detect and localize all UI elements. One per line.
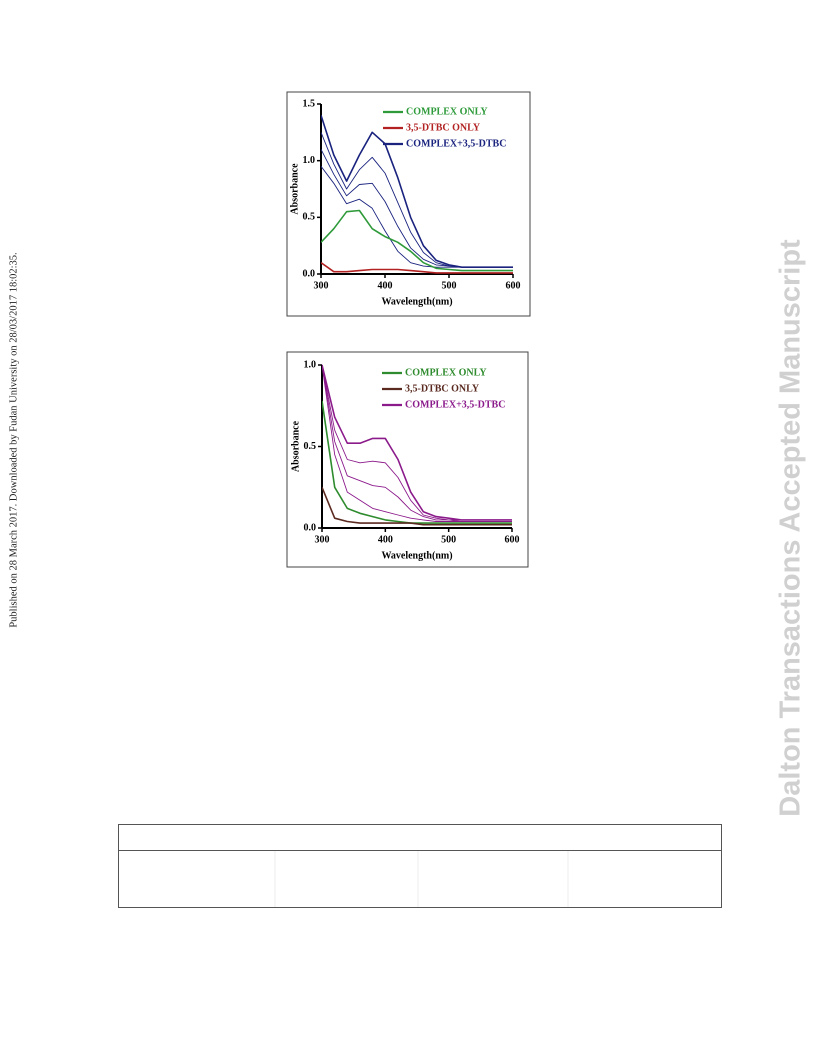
x-tick-label: 600: [505, 534, 520, 545]
table-frame: [118, 824, 722, 908]
legend-label: 3,5-DTBC ONLY: [406, 122, 481, 133]
x-tick-label: 400: [378, 280, 393, 291]
legend-label: COMPLEX ONLY: [406, 106, 488, 117]
series-line: [322, 400, 512, 524]
series-line: [321, 166, 513, 268]
figure-frame: [286, 91, 531, 317]
y-tick-label: 0.5: [304, 441, 317, 452]
x-axis-label: Wavelength(nm): [381, 296, 452, 307]
series-line: [321, 209, 513, 272]
x-tick-label: 300: [315, 534, 330, 545]
x-tick-label: 600: [506, 280, 521, 291]
legend-label: COMPLEX ONLY: [405, 367, 487, 378]
watermark: Dalton Transactions Accepted Manuscript: [775, 239, 807, 817]
y-tick-label: 0.0: [303, 268, 316, 279]
legend-label: 3,5-DTBC ONLY: [405, 383, 480, 394]
y-tick-label: 0.0: [304, 522, 317, 533]
y-tick-label: 1.0: [304, 359, 317, 370]
figure-frame: [286, 351, 529, 568]
y-axis-label: Absorbance: [289, 163, 300, 215]
y-tick-label: 1.5: [303, 98, 316, 109]
y-axis-label: Absorbance: [290, 420, 301, 472]
series-line: [321, 262, 513, 274]
series-line: [321, 149, 513, 268]
series-line: [322, 364, 512, 521]
series-line: [322, 486, 512, 526]
x-tick-label: 500: [441, 534, 456, 545]
x-tick-label: 400: [378, 534, 393, 545]
x-tick-label: 500: [442, 280, 457, 291]
y-tick-label: 0.5: [303, 212, 316, 223]
legend-label: COMPLEX+3,5-DTBC: [406, 138, 506, 149]
x-axis-label: Wavelength(nm): [381, 550, 452, 561]
series-line: [321, 115, 513, 268]
legend-label: COMPLEX+3,5-DTBC: [405, 399, 505, 410]
series-line: [321, 132, 513, 268]
series-line: [322, 364, 512, 522]
y-tick-label: 1.0: [303, 155, 316, 166]
side-note: Published on 28 March 2017. Downloaded b…: [8, 252, 19, 627]
x-tick-label: 300: [314, 280, 329, 291]
